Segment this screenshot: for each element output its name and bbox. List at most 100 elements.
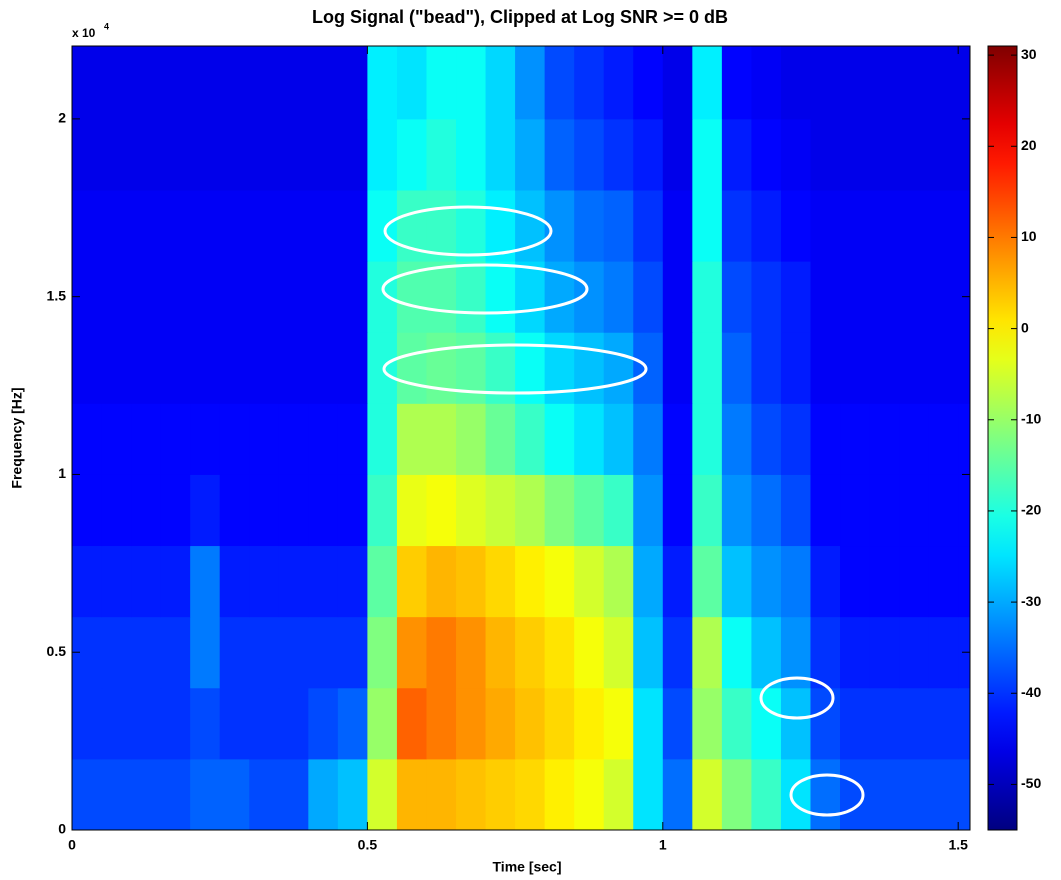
cell [397, 474, 427, 546]
cell [72, 403, 102, 475]
cell [456, 474, 486, 546]
cell [102, 474, 132, 546]
cell [102, 759, 132, 831]
cell [633, 261, 663, 333]
cell [338, 261, 368, 333]
cell [131, 119, 161, 191]
cell [692, 190, 722, 262]
y-tick-label: 0.5 [47, 643, 67, 659]
cell [131, 546, 161, 618]
cell [692, 617, 722, 689]
cell [722, 403, 752, 475]
cell [190, 474, 220, 546]
cell [663, 46, 693, 119]
x-tick-label: 1.5 [948, 837, 968, 853]
cell [545, 403, 575, 475]
cell [692, 46, 722, 119]
cell [486, 119, 516, 191]
cell [367, 261, 397, 333]
cell [722, 190, 752, 262]
cell [486, 617, 516, 689]
cell [751, 119, 781, 191]
cell [958, 119, 970, 191]
cell [131, 190, 161, 262]
cell [220, 190, 250, 262]
cell [781, 403, 811, 475]
cell [338, 474, 368, 546]
colorbar-tick-label: -50 [1021, 775, 1041, 791]
cell [751, 759, 781, 831]
cell [604, 617, 634, 689]
cell [279, 119, 309, 191]
cell [308, 546, 338, 618]
cell [751, 332, 781, 404]
cell [604, 261, 634, 333]
cell [515, 617, 545, 689]
cell [515, 546, 545, 618]
cell [131, 403, 161, 475]
cell [604, 46, 634, 119]
cell [929, 403, 959, 475]
cell [840, 759, 870, 831]
cell [426, 190, 456, 262]
cell [899, 261, 929, 333]
y-multiplier: x 10 [72, 26, 96, 40]
cell [899, 759, 929, 831]
cell [515, 119, 545, 191]
cell [102, 261, 132, 333]
cell [899, 688, 929, 760]
cell [486, 688, 516, 760]
cell [840, 46, 870, 119]
cell [929, 46, 959, 119]
cell [899, 46, 929, 119]
cell [958, 688, 970, 760]
cell [899, 546, 929, 618]
cell [279, 474, 309, 546]
cell [899, 119, 929, 191]
cell [781, 688, 811, 760]
cell [781, 332, 811, 404]
cell [308, 332, 338, 404]
cell [604, 190, 634, 262]
cell [633, 546, 663, 618]
colorbar-tick-label: -40 [1021, 684, 1041, 700]
cell [102, 546, 132, 618]
cell [486, 474, 516, 546]
cell [456, 46, 486, 119]
cell [161, 688, 191, 760]
cell [131, 332, 161, 404]
cell [279, 688, 309, 760]
cell [810, 617, 840, 689]
cell [810, 403, 840, 475]
cell [308, 190, 338, 262]
cell [574, 190, 604, 262]
cell [456, 403, 486, 475]
cell [574, 759, 604, 831]
cell [545, 688, 575, 760]
cell [692, 688, 722, 760]
cell [220, 688, 250, 760]
colorbar-tick-label: -10 [1021, 410, 1041, 426]
cell [72, 46, 102, 119]
cell [161, 261, 191, 333]
cell [279, 403, 309, 475]
cell [929, 617, 959, 689]
cell [161, 190, 191, 262]
cell [367, 46, 397, 119]
cell [722, 688, 752, 760]
cell [426, 474, 456, 546]
cell [545, 46, 575, 119]
cell [220, 332, 250, 404]
cell [72, 119, 102, 191]
cell [456, 546, 486, 618]
cell [190, 332, 220, 404]
cell [367, 546, 397, 618]
cell [220, 474, 250, 546]
cell [663, 119, 693, 191]
cell [810, 190, 840, 262]
cell [633, 688, 663, 760]
cell [958, 332, 970, 404]
cell [958, 759, 970, 831]
cell [958, 190, 970, 262]
cell [426, 46, 456, 119]
